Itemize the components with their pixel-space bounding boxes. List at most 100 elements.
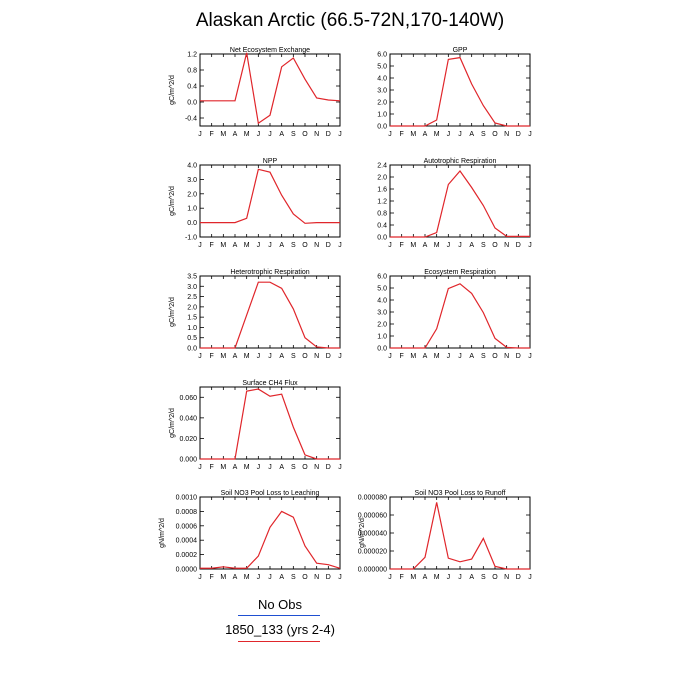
x-tick-label: J [338,131,342,138]
x-tick-label: A [233,574,238,581]
chart-title: Ecosystem Respiration [424,269,496,276]
y-tick-label: 0.0000 [176,567,198,574]
x-tick-label: J [458,574,462,581]
x-tick-label: J [338,464,342,471]
x-tick-label: J [198,242,202,249]
x-tick-label: J [338,353,342,360]
y-tick-label: 0.000 [179,457,197,464]
x-tick-label: J [388,574,392,581]
y-tick-label: 1.0 [377,334,387,341]
x-tick-label: S [291,131,296,138]
y-tick-label: 2.0 [377,100,387,107]
chart-gpp: GPP J F M A M J J A S O N D J 0.0 1.0 2.0 3.0 4.0 5.0 6.0 [350,44,540,154]
x-tick-label: A [469,242,474,249]
legend-line-model-run [238,641,320,642]
y-tick-label: 0.0 [187,220,197,227]
x-tick-label: D [326,574,331,581]
x-tick-label: A [423,574,428,581]
chart-title: GPP [453,47,468,54]
x-tick-label: M [220,131,226,138]
x-tick-label: F [210,131,214,138]
y-tick-label: 3.0 [377,310,387,317]
x-tick-label: F [210,464,214,471]
y-tick-label: 0.0008 [176,509,198,516]
y-tick-label: 2.0 [377,322,387,329]
chart-title: Autotrophic Respiration [424,158,497,165]
x-tick-label: D [516,131,521,138]
x-tick-label: D [326,242,331,249]
y-tick-label: 2.0 [377,175,387,182]
x-tick-label: A [279,242,284,249]
y-tick-label: 0.040 [179,415,197,422]
x-tick-label: M [410,242,416,249]
x-tick-label: J [458,131,462,138]
y-tick-label: 0.000020 [358,549,387,556]
x-tick-label: D [516,353,521,360]
y-tick-label: 0.5 [187,335,197,342]
chart-npp: NPP J F M A M J J A S O N D J -1.0 0.0 1.0 2.0 3.0 4.0 gC/m^… [160,155,350,265]
y-tick-label: 1.0 [377,112,387,119]
x-tick-label: N [504,574,509,581]
x-tick-label: D [516,574,521,581]
x-tick-label: J [388,242,392,249]
y-tick-label: -0.4 [185,116,197,123]
x-tick-label: N [504,242,509,249]
y-tick-label: 0.4 [187,84,197,91]
x-tick-label: A [279,353,284,360]
x-tick-label: S [481,131,486,138]
x-tick-label: A [469,131,474,138]
x-tick-label: M [244,574,250,581]
x-tick-label: A [233,131,238,138]
y-tick-label: 0.0 [187,100,197,107]
y-tick-label: 0.000040 [358,531,387,538]
x-tick-label: M [434,353,440,360]
y-tick-label: 5.0 [377,286,387,293]
x-tick-label: J [268,242,272,249]
x-tick-label: M [434,242,440,249]
x-tick-label: O [302,464,308,471]
series-line-soil-no3-pool-loss-to-leaching [200,510,341,569]
y-tick-label: 4.0 [377,76,387,83]
x-tick-label: M [220,353,226,360]
y-tick-label: 5.0 [377,64,387,71]
x-tick-label: J [388,353,392,360]
x-tick-label: S [481,353,486,360]
x-tick-label: F [400,574,404,581]
chart-title: Heterotrophic Respiration [230,269,309,276]
chart-soil-no3-leaching: Soil NO3 Pool Loss to Leaching J F M A M J J A S O… [159,487,350,597]
plot-frame [389,496,531,570]
y-axis-label: gC/m^2/d [169,297,176,327]
x-tick-label: A [423,242,428,249]
series-line-gpp [390,56,530,127]
x-tick-label: J [257,464,261,471]
y-tick-label: 0.0006 [176,523,198,530]
y-tick-label: 0.0010 [176,495,198,502]
legend-line-no-obs [238,615,320,616]
x-tick-label: J [268,464,272,471]
x-tick-label: A [469,353,474,360]
x-tick-label: M [410,574,416,581]
series-line-autotrophic-respiration [390,170,530,238]
x-tick-label: M [244,242,250,249]
chart-title: Soil NO3 Pool Loss to Leaching [221,490,320,497]
plot-frame [389,164,531,238]
x-tick-label: J [198,131,202,138]
legend-label-model-run: 1850_133 (yrs 2-4) [225,622,335,637]
y-tick-label: 0.8 [187,68,197,75]
x-tick-label: S [291,242,296,249]
x-tick-label: F [400,353,404,360]
y-axis-label: gN/m^2/d [159,518,166,548]
x-tick-label: N [314,574,319,581]
x-tick-label: O [492,131,498,138]
chart-net-ecosystem-exchange: Net Ecosystem Exchange J F M A M J J A S O N D J -0.4 0… [160,44,350,154]
chart-title: Net Ecosystem Exchange [230,47,310,54]
y-tick-label: 4.0 [187,163,197,170]
x-tick-label: O [492,574,498,581]
y-tick-label: 0.4 [377,223,387,230]
plot-frame [199,164,341,238]
x-tick-label: N [314,464,319,471]
